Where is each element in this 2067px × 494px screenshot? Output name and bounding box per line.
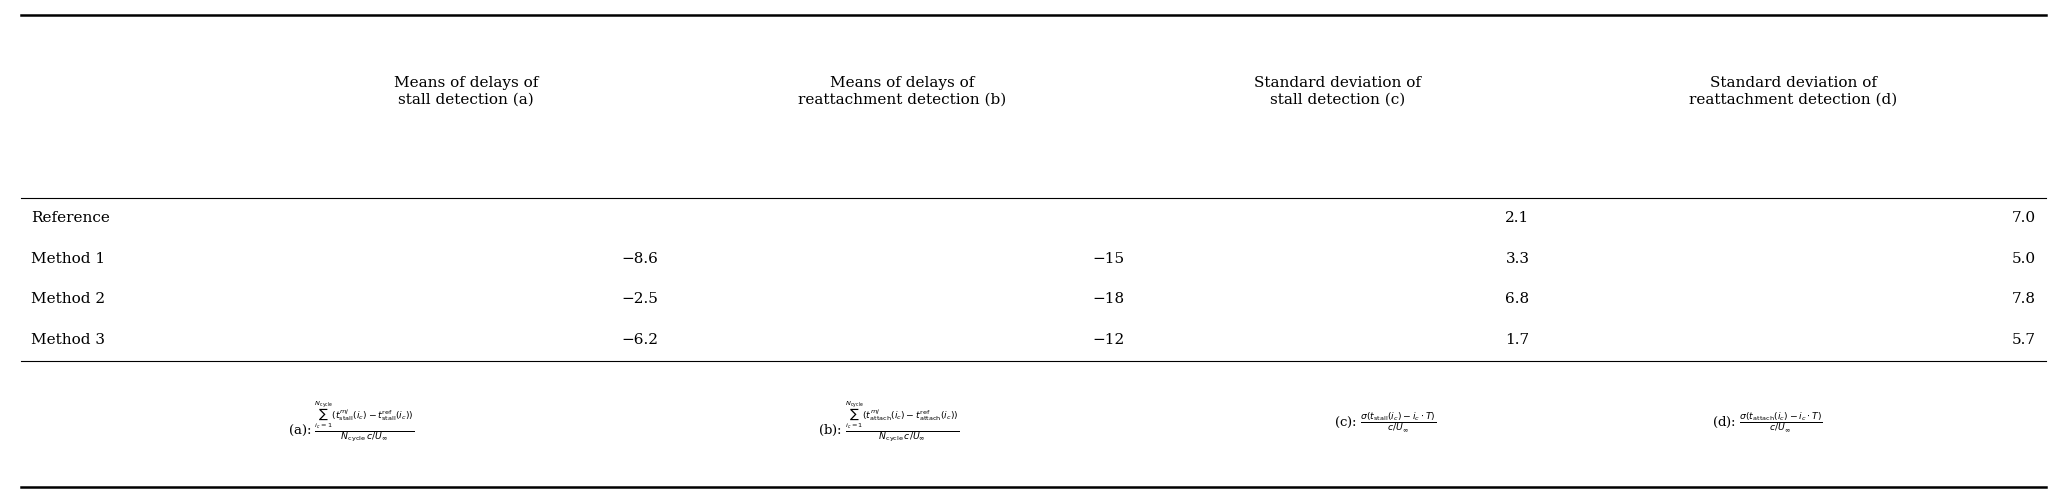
Text: Standard deviation of
stall detection (c): Standard deviation of stall detection (c… bbox=[1255, 76, 1420, 107]
Text: (a): $\frac{\sum_{i_c=1}^{N_{\mathrm{cycle}}} (t^{mj}_{\mathrm{stall}}(i_c) - t^: (a): $\frac{\sum_{i_c=1}^{N_{\mathrm{cyc… bbox=[287, 400, 415, 445]
Text: 7.8: 7.8 bbox=[2011, 292, 2036, 306]
Text: 1.7: 1.7 bbox=[1505, 333, 1530, 347]
Text: (c): $\frac{\sigma(t_{\mathrm{stall}}(i_c) - i_c \cdot T)}{c/U_\infty}$: (c): $\frac{\sigma(t_{\mathrm{stall}}(i_… bbox=[1333, 411, 1437, 434]
Text: −2.5: −2.5 bbox=[622, 292, 659, 306]
Text: 3.3: 3.3 bbox=[1505, 252, 1530, 266]
Text: Means of delays of
stall detection (a): Means of delays of stall detection (a) bbox=[395, 76, 539, 107]
Text: 5.7: 5.7 bbox=[2011, 333, 2036, 347]
Text: Method 2: Method 2 bbox=[31, 292, 105, 306]
Text: −18: −18 bbox=[1091, 292, 1124, 306]
Text: 5.0: 5.0 bbox=[2011, 252, 2036, 266]
Text: −8.6: −8.6 bbox=[622, 252, 659, 266]
Text: (b): $\frac{\sum_{i_c=1}^{N_{\mathrm{cycle}}} (t^{mj}_{\mathrm{attach}}(i_c) - t: (b): $\frac{\sum_{i_c=1}^{N_{\mathrm{cyc… bbox=[819, 400, 959, 445]
Text: 2.1: 2.1 bbox=[1505, 211, 1530, 225]
Text: 6.8: 6.8 bbox=[1505, 292, 1530, 306]
Text: Standard deviation of
reattachment detection (d): Standard deviation of reattachment detec… bbox=[1689, 76, 1898, 107]
Text: 7.0: 7.0 bbox=[2011, 211, 2036, 225]
Text: Reference: Reference bbox=[31, 211, 110, 225]
Text: Method 1: Method 1 bbox=[31, 252, 105, 266]
Text: −6.2: −6.2 bbox=[622, 333, 659, 347]
Text: Method 3: Method 3 bbox=[31, 333, 105, 347]
Text: −12: −12 bbox=[1091, 333, 1124, 347]
Text: (d): $\frac{\sigma(t_{\mathrm{attach}}(i_c) - i_c \cdot T)}{c/U_\infty}$: (d): $\frac{\sigma(t_{\mathrm{attach}}(i… bbox=[1711, 411, 1823, 434]
Text: −15: −15 bbox=[1091, 252, 1124, 266]
Text: Means of delays of
reattachment detection (b): Means of delays of reattachment detectio… bbox=[798, 76, 1007, 107]
